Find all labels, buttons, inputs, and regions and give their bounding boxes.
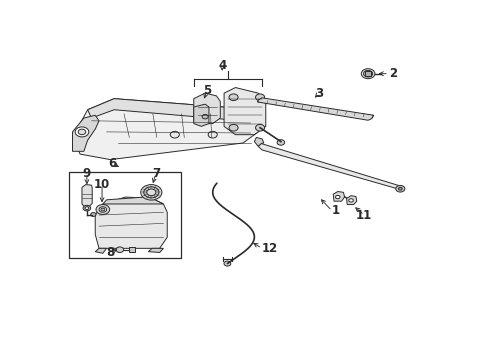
Polygon shape <box>257 98 373 120</box>
Text: 8: 8 <box>106 246 114 259</box>
Text: 11: 11 <box>355 208 372 221</box>
Circle shape <box>101 208 104 211</box>
Polygon shape <box>72 115 99 151</box>
Polygon shape <box>365 72 370 76</box>
Polygon shape <box>72 99 258 159</box>
Circle shape <box>202 114 208 119</box>
Circle shape <box>395 185 404 192</box>
Circle shape <box>85 207 89 210</box>
Circle shape <box>116 247 123 252</box>
Polygon shape <box>254 138 264 146</box>
Circle shape <box>277 140 284 145</box>
Circle shape <box>143 187 159 198</box>
Polygon shape <box>95 248 106 253</box>
Circle shape <box>90 212 96 216</box>
Text: 9: 9 <box>82 167 91 180</box>
Circle shape <box>398 187 401 190</box>
Polygon shape <box>258 144 401 190</box>
Circle shape <box>228 94 238 100</box>
Polygon shape <box>95 197 167 248</box>
Circle shape <box>83 205 90 211</box>
Polygon shape <box>332 192 344 201</box>
Polygon shape <box>193 104 208 126</box>
Circle shape <box>363 70 372 77</box>
Polygon shape <box>87 99 258 121</box>
FancyBboxPatch shape <box>68 172 180 258</box>
Text: 7: 7 <box>151 167 160 180</box>
Circle shape <box>141 185 162 200</box>
Circle shape <box>255 125 264 131</box>
Text: 3: 3 <box>314 87 322 100</box>
Polygon shape <box>129 247 135 252</box>
Polygon shape <box>82 185 92 206</box>
Polygon shape <box>102 197 163 204</box>
Text: 1: 1 <box>331 204 340 217</box>
Circle shape <box>208 131 217 138</box>
Polygon shape <box>193 93 220 123</box>
Circle shape <box>170 131 179 138</box>
Text: 4: 4 <box>218 59 226 72</box>
Circle shape <box>99 207 106 212</box>
Circle shape <box>96 204 109 215</box>
Polygon shape <box>224 87 265 135</box>
Text: 6: 6 <box>108 157 116 170</box>
Circle shape <box>228 125 238 131</box>
Circle shape <box>335 195 339 199</box>
Text: 10: 10 <box>94 178 110 191</box>
Circle shape <box>75 127 89 137</box>
Circle shape <box>224 261 230 266</box>
Text: 2: 2 <box>388 67 396 80</box>
Polygon shape <box>346 195 356 204</box>
Circle shape <box>146 189 156 196</box>
Circle shape <box>348 199 353 202</box>
Text: 12: 12 <box>262 242 278 255</box>
Text: 5: 5 <box>203 84 211 97</box>
Circle shape <box>78 129 85 135</box>
Circle shape <box>255 94 264 100</box>
Circle shape <box>361 69 374 79</box>
Polygon shape <box>148 248 163 252</box>
